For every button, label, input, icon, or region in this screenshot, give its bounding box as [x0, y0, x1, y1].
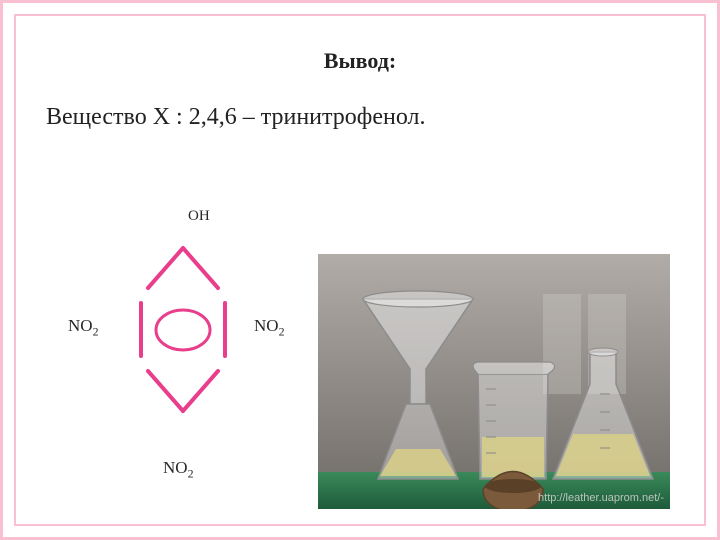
molecule-diagram: OH NO2 NO2 NO2 [68, 208, 298, 508]
svg-text:http://leather.uaprom.net/-: http://leather.uaprom.net/- [538, 492, 664, 504]
glassware-photo: http://leather.uaprom.net/- [318, 254, 670, 509]
slide-heading: Вывод: [18, 48, 702, 74]
conclusion-sentence: Вещество Х : 2,4,6 – тринитрофенол. [46, 104, 426, 131]
label-no2-left: NO2 [68, 316, 99, 339]
label-oh: OH [188, 208, 210, 225]
glassware-svg: http://leather.uaprom.net/- [318, 254, 670, 509]
label-no2-bottom: NO2 [163, 458, 194, 481]
label-no2-right: NO2 [254, 316, 285, 339]
slide-content: Вывод: Вещество Х : 2,4,6 – тринитрофено… [18, 18, 702, 522]
